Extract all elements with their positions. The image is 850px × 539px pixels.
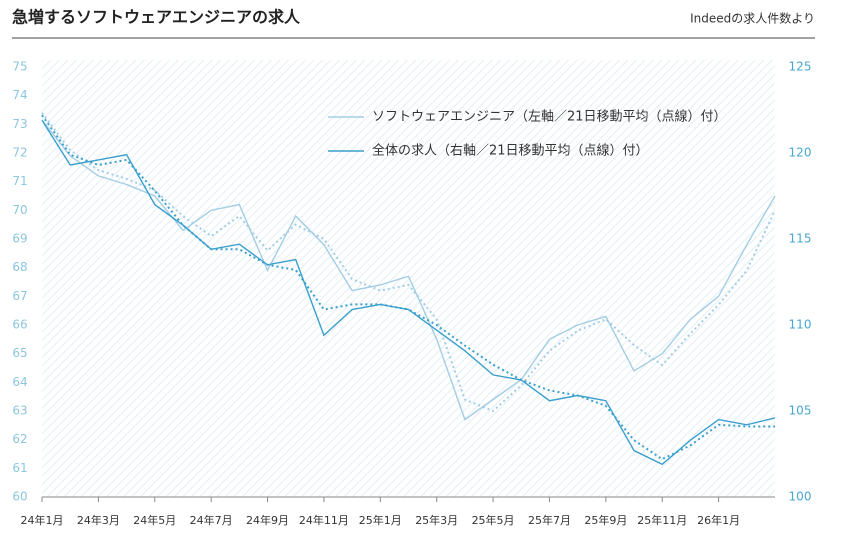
y2-tick-label: 105 <box>789 404 812 418</box>
x-tick-label: 24年9月 <box>246 513 289 527</box>
series-line <box>41 119 776 466</box>
x-tick-label: 25年1月 <box>359 513 402 527</box>
y-tick-label: 72 <box>12 146 27 160</box>
x-tick-label: 24年5月 <box>133 513 176 527</box>
y-tick-label: 71 <box>12 174 27 188</box>
y2-tick-label: 110 <box>789 318 812 332</box>
x-tick-label: 24年1月 <box>21 513 64 527</box>
y2-tick-label: 125 <box>789 60 812 74</box>
series-line <box>41 112 776 413</box>
y-tick-label: 67 <box>12 289 27 303</box>
x-tick-label: 25年5月 <box>472 513 515 527</box>
y-tick-label: 60 <box>12 490 27 504</box>
y-tick-label: 63 <box>12 404 27 418</box>
y2-tick-label: 100 <box>789 490 812 504</box>
x-tick-label: 25年3月 <box>415 513 458 527</box>
source: Indeedの求人件数より <box>690 11 815 26</box>
y-tick-label: 64 <box>12 375 27 389</box>
y-tick-label: 65 <box>12 346 27 360</box>
plot-background <box>42 60 775 497</box>
y-tick-label: 75 <box>12 60 27 74</box>
x-tick-label: 26年1月 <box>697 513 740 527</box>
x-tick-label: 25年9月 <box>584 513 627 527</box>
x-tick-label: 24年3月 <box>77 513 120 527</box>
x-tick-label: 24年7月 <box>190 513 233 527</box>
y-tick-label: 70 <box>12 203 27 217</box>
y-tick-label: 73 <box>12 117 27 131</box>
x-tick-label: 25年11月 <box>637 513 687 527</box>
y-tick-label: 69 <box>12 232 27 246</box>
x-tick-label: 25年7月 <box>528 513 571 527</box>
legend-label: ソフトウェアエンジニア（左軸／21日移動平均（点線）付） <box>372 109 727 125</box>
y2-tick-label: 120 <box>789 146 812 160</box>
y2-tick-label: 115 <box>789 232 812 246</box>
chart-title: 急増するソフトウェアエンジニアの求人 <box>12 8 301 27</box>
y-tick-label: 74 <box>12 88 27 102</box>
y-tick-label: 62 <box>12 432 27 446</box>
y-tick-label: 68 <box>12 260 27 274</box>
x-tick-label: 24年11月 <box>299 513 349 527</box>
y-tick-label: 61 <box>12 461 27 475</box>
y-tick-label: 66 <box>12 318 27 332</box>
legend-label: 全体の求人（右軸／21日移動平均（点線）付） <box>372 143 649 159</box>
